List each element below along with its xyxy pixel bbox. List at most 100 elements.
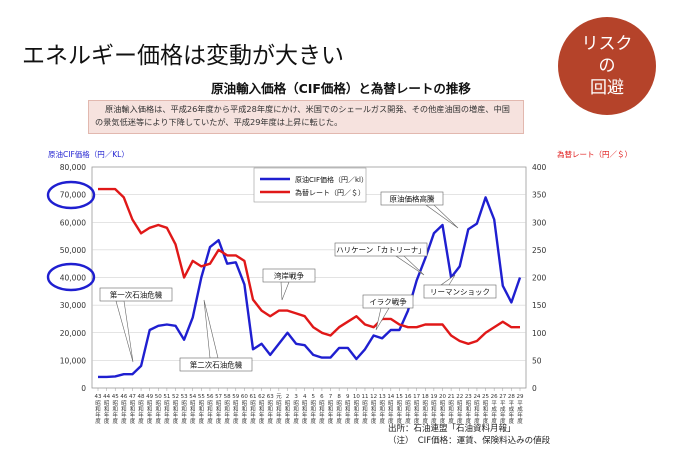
- x-era-label: 昭: [293, 400, 299, 407]
- x-era-label: 度: [354, 417, 360, 425]
- x-era-label: 和: [311, 405, 317, 413]
- x-era-label: 度: [259, 417, 265, 425]
- x-tick-label: 21: [448, 394, 455, 400]
- x-era-label: 度: [242, 417, 248, 425]
- x-era-label: 成: [500, 405, 506, 413]
- x-era-label: 和: [267, 405, 273, 413]
- callout-label: イラク戦争: [369, 297, 407, 307]
- callout-label: ハリケーン「カトリーナ」: [336, 246, 426, 255]
- x-era-label: 昭: [405, 400, 411, 407]
- x-era-label: 年: [285, 411, 291, 419]
- x-era-label: 度: [216, 417, 222, 425]
- x-era-label: 度: [509, 417, 515, 425]
- x-era-label: 年: [517, 411, 523, 419]
- x-era-label: 和: [242, 405, 248, 413]
- exchange-rate-line: [98, 187, 520, 345]
- note-box: 原油輸入価格は、平成26年度から平成28年度にかけ、米国でのシェールガス開発、そ…: [88, 100, 524, 134]
- x-era-label: 昭: [121, 400, 127, 407]
- risk-avoidance-badge: リスク の 回避: [558, 17, 656, 115]
- x-era-label: 昭: [336, 400, 342, 407]
- x-era-label: 度: [448, 417, 454, 425]
- x-era-label: 和: [216, 405, 222, 413]
- y-tick-right: 50: [532, 356, 542, 365]
- x-era-label: 昭: [457, 400, 463, 407]
- x-tick-label: 20: [439, 394, 446, 400]
- x-era-label: 昭: [466, 400, 472, 407]
- x-era-label: 度: [440, 417, 446, 425]
- x-era-label: 和: [474, 405, 480, 413]
- callout-label: 第一次石油危機: [110, 290, 163, 300]
- y-tick-left: 30,000: [60, 301, 86, 310]
- x-era-label: 和: [319, 405, 325, 413]
- x-era-label: 昭: [423, 400, 429, 407]
- x-era-label: 昭: [414, 400, 420, 407]
- x-era-label: 昭: [371, 400, 377, 407]
- x-era-label: 年: [104, 411, 110, 419]
- source-line-1: 出所：石油連盟「石油資料月報」: [388, 424, 516, 434]
- x-era-label: 度: [474, 417, 480, 425]
- x-era-label: 年: [397, 411, 403, 419]
- callout-box: [262, 268, 316, 283]
- x-era-label: 年: [500, 411, 506, 419]
- y-tick-left: 40,000: [60, 274, 86, 283]
- x-era-label: 昭: [319, 400, 325, 407]
- x-era-label: 年: [362, 411, 368, 419]
- x-tick-label: 46: [120, 394, 127, 400]
- x-era-label: 度: [457, 417, 463, 425]
- x-era-label: 年: [224, 411, 230, 419]
- x-era-label: 度: [181, 417, 187, 425]
- x-era-label: 昭: [388, 400, 394, 407]
- y-tick-right: 0: [532, 384, 537, 393]
- x-tick-label: 59: [232, 394, 239, 400]
- x-era-label: 和: [371, 405, 377, 413]
- x-era-label: 年: [173, 411, 179, 419]
- x-era-label: 度: [173, 417, 179, 425]
- x-era-label: 昭: [216, 400, 222, 407]
- source-line-2: （注） CIF価格：運賃、保険料込みの値段: [388, 436, 551, 446]
- x-tick-label: 27: [499, 394, 506, 400]
- x-tick-label: 11: [361, 394, 368, 400]
- x-era-label: 年: [181, 411, 187, 419]
- x-tick-label: 10: [353, 394, 360, 400]
- x-era-label: 昭: [397, 400, 403, 407]
- x-era-label: 和: [405, 405, 411, 413]
- x-era-label: 和: [164, 405, 170, 413]
- x-era-label: 和: [397, 405, 403, 413]
- x-tick-label: 61: [250, 394, 257, 400]
- x-era-label: 和: [328, 405, 334, 413]
- x-era-label: 年: [354, 411, 360, 419]
- x-tick-label: 50: [155, 394, 162, 400]
- x-era-label: 年: [388, 411, 394, 419]
- x-tick-label: 53: [181, 394, 188, 400]
- x-era-label: 昭: [259, 400, 265, 407]
- x-era-label: 昭: [328, 400, 334, 407]
- x-era-label: 年: [336, 411, 342, 419]
- x-era-label: 和: [199, 405, 205, 413]
- x-era-label: 和: [250, 405, 256, 413]
- x-tick-label: 3: [294, 394, 298, 400]
- x-tick-label: 23: [465, 394, 472, 400]
- x-era-label: 和: [362, 405, 368, 413]
- x-era-label: 度: [190, 417, 196, 425]
- x-era-label: 年: [466, 411, 472, 419]
- badge-line-2: の: [598, 56, 616, 76]
- x-era-label: 成: [491, 405, 497, 413]
- x-era-label: 度: [285, 417, 291, 425]
- x-era-label: 和: [259, 405, 265, 413]
- x-era-label: 昭: [362, 400, 368, 407]
- y-tick-right: 100: [532, 329, 547, 338]
- x-era-label: 昭: [207, 400, 213, 407]
- x-era-label: 度: [293, 417, 299, 425]
- x-era-label: 年: [414, 411, 420, 419]
- x-era-label: 度: [345, 417, 351, 425]
- callout-box: [99, 287, 173, 302]
- x-era-label: 和: [207, 405, 213, 413]
- x-era-label: 昭: [95, 400, 101, 407]
- x-tick-label: 62: [258, 394, 265, 400]
- callout-box: [362, 294, 414, 309]
- x-era-label: 成: [517, 405, 523, 413]
- x-era-label: 年: [156, 411, 162, 419]
- callout-label: リーマンショック: [430, 288, 490, 297]
- x-era-label: 昭: [302, 400, 308, 407]
